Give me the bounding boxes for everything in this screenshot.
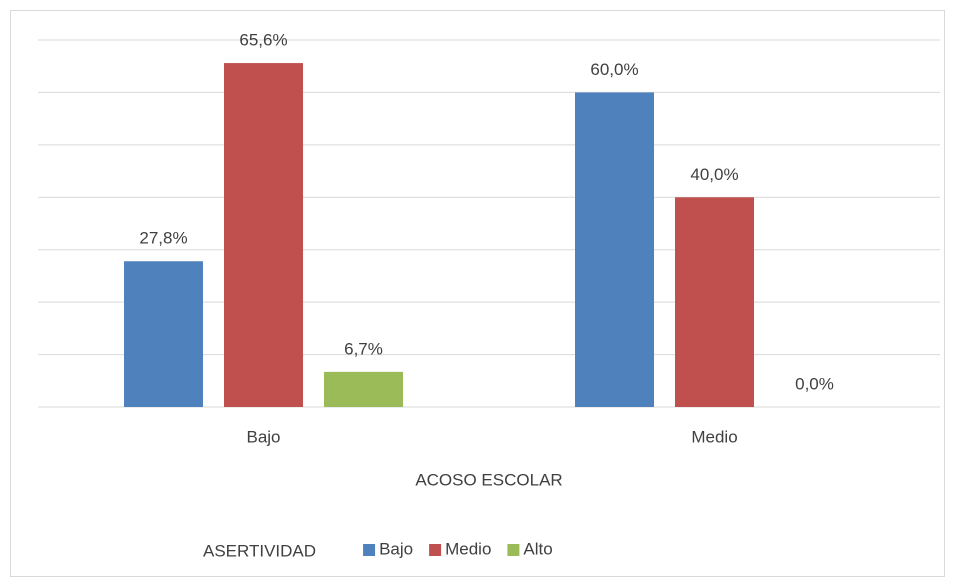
legend-swatch: [363, 544, 376, 556]
data-label: 65,6%: [239, 31, 287, 50]
legend-swatch: [429, 544, 442, 556]
legend-title: ASERTIVIDAD: [203, 541, 316, 560]
bar: [575, 92, 654, 407]
x-tick-label: Medio: [691, 427, 737, 446]
data-label: 0,0%: [795, 374, 834, 393]
data-label: 6,7%: [344, 339, 383, 358]
x-axis-label: ACOSO ESCOLAR: [415, 470, 562, 489]
data-label: 60,0%: [590, 60, 638, 79]
legend-label: Bajo: [379, 539, 413, 558]
legend-label: Alto: [523, 539, 552, 558]
data-label: 27,8%: [139, 229, 187, 248]
legend-label: Medio: [445, 539, 491, 558]
bar: [675, 197, 754, 407]
x-tick-label: Bajo: [246, 427, 280, 446]
legend-swatch: [507, 544, 520, 556]
data-label: 40,0%: [690, 165, 738, 184]
bar: [124, 261, 203, 407]
bar: [224, 63, 303, 407]
bar: [324, 371, 403, 407]
